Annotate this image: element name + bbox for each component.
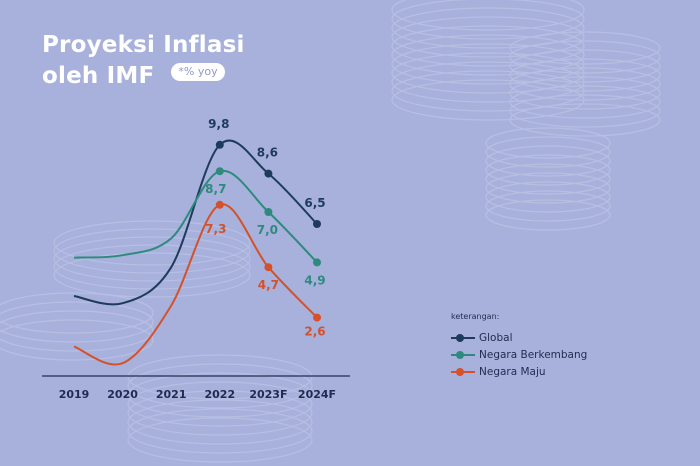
coin-outline: [509, 76, 661, 110]
data-label: 9,8: [208, 117, 229, 131]
series-negara-berkembang: 8,7 7,0 4,9: [73, 167, 326, 287]
coin-outline: [509, 40, 661, 74]
coin-outline: [485, 172, 611, 204]
coin-outline: [485, 163, 611, 195]
data-point: [313, 220, 321, 228]
legend-swatch: [451, 366, 475, 378]
title-line-1: Proyeksi Inflasi: [42, 32, 245, 58]
coin-outline: [509, 103, 661, 137]
coin-outline: [0, 319, 154, 361]
data-label: 4,7: [258, 278, 279, 292]
data-point: [215, 140, 224, 149]
coin-outline: [509, 58, 661, 92]
coin-outline: [391, 0, 585, 31]
coin-outline: [127, 354, 313, 400]
legend-item: Negara Berkembang: [451, 346, 587, 363]
coin-outline: [485, 199, 611, 231]
data-point: [313, 313, 321, 322]
data-label: 2,6: [304, 325, 325, 339]
coin-outline: [509, 67, 661, 101]
legend-items: Global Negara Berkembang Negara Maju: [451, 329, 587, 380]
data-point: [264, 263, 273, 272]
coin-outline: [485, 136, 611, 168]
coin-outline: [127, 399, 313, 445]
coin-outline: [391, 79, 585, 121]
coin-outline: [391, 34, 585, 76]
data-label: 7,0: [257, 223, 278, 237]
data-point: [264, 169, 273, 178]
coin-outline: [53, 228, 251, 274]
series-line: [73, 203, 318, 366]
coin-outline: [0, 301, 154, 343]
coin-outline: [509, 94, 661, 128]
coin-outline: [391, 7, 585, 49]
coin-outline: [53, 236, 251, 282]
coin-outline: [509, 49, 661, 83]
x-tick-label: 2020: [107, 388, 138, 401]
series-line: [73, 169, 318, 264]
data-label: 4,9: [304, 273, 325, 287]
series-negara-maju: 7,3 4,7 2,6: [73, 200, 326, 366]
coin-outline: [391, 16, 585, 58]
chart-title: Proyeksi Inflasi oleh IMF: [42, 30, 245, 92]
data-label: 8,6: [257, 146, 278, 160]
x-tick-label: 2019: [59, 388, 90, 401]
coin-outline: [0, 310, 154, 352]
coin-outline: [127, 363, 313, 409]
coin-outline: [127, 381, 313, 427]
legend-label: Global: [479, 331, 513, 344]
legend-label: Negara Maju: [479, 365, 546, 378]
title-line-2: oleh IMF: [42, 63, 155, 89]
coin-outline: [127, 408, 313, 454]
coin-outline: [509, 31, 661, 65]
data-point: [313, 258, 321, 267]
plot-area: 2019 2020 2021 2022 2023F 2024F 9,8 8,6 6,5 8,7 7,…: [42, 117, 350, 401]
data-label: 7,3: [205, 222, 226, 236]
x-tick-label: 2024F: [298, 388, 336, 401]
coin-outline: [485, 127, 611, 159]
coin-outline: [127, 372, 313, 418]
x-tick-label: 2022: [204, 388, 235, 401]
coin-outline: [53, 252, 251, 298]
data-label: 8,7: [205, 182, 226, 196]
data-point: [215, 200, 224, 209]
coin-outline: [0, 292, 154, 334]
legend-item: Negara Maju: [451, 363, 587, 380]
coin-outline: [127, 417, 313, 463]
x-tick-label: 2023F: [249, 388, 287, 401]
coin-outline: [485, 181, 611, 213]
legend-swatch: [451, 349, 475, 361]
coin-outline: [127, 390, 313, 436]
legend: keterangan: Global Negara Berkembang Negar…: [451, 312, 587, 380]
legend-title: keterangan:: [451, 312, 500, 321]
coin-outline: [391, 0, 585, 40]
coin-outline: [485, 190, 611, 222]
x-tick-label: 2021: [156, 388, 187, 401]
coin-outline: [485, 145, 611, 177]
coin-outline: [485, 154, 611, 186]
data-point: [215, 167, 224, 176]
coin-outline: [391, 25, 585, 67]
series-global: 9,8 8,6 6,5: [73, 117, 326, 306]
coin-outline: [53, 220, 251, 266]
legend-item: Global: [451, 329, 587, 346]
legend-label: Negara Berkembang: [479, 348, 588, 361]
data-point: [264, 208, 273, 216]
coin-stack-decoration: [0, 0, 661, 463]
coin-outline: [509, 85, 661, 119]
data-label: 6,5: [304, 196, 325, 210]
unit-badge: *% yoy: [171, 63, 225, 81]
legend-swatch: [451, 332, 475, 344]
